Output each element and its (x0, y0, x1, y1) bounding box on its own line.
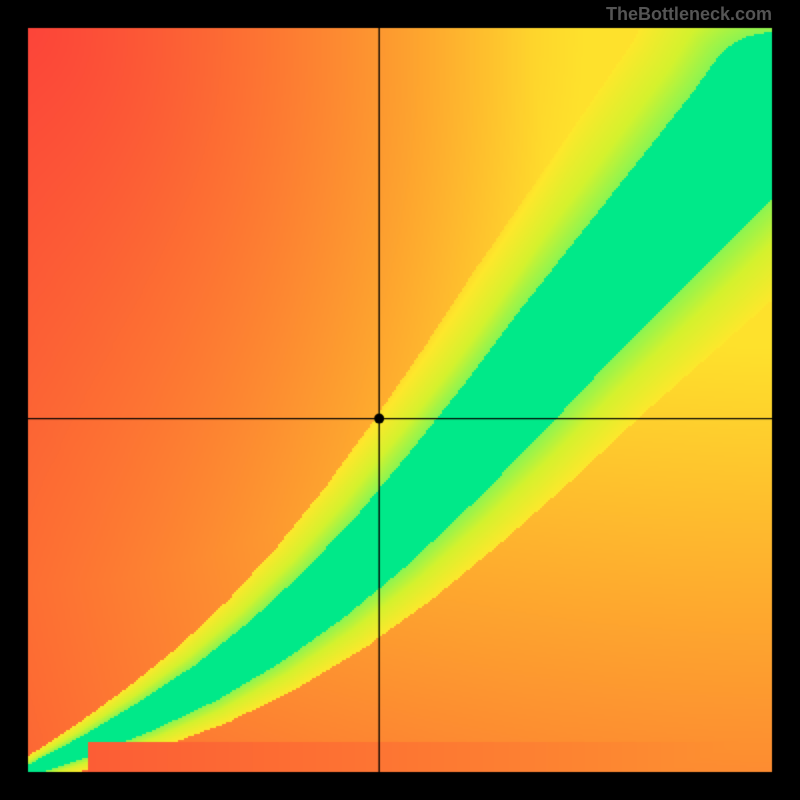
heatmap-canvas (0, 0, 800, 800)
watermark-text: TheBottleneck.com (606, 4, 772, 25)
heatmap-canvas-wrap (0, 0, 800, 800)
chart-container: TheBottleneck.com (0, 0, 800, 800)
